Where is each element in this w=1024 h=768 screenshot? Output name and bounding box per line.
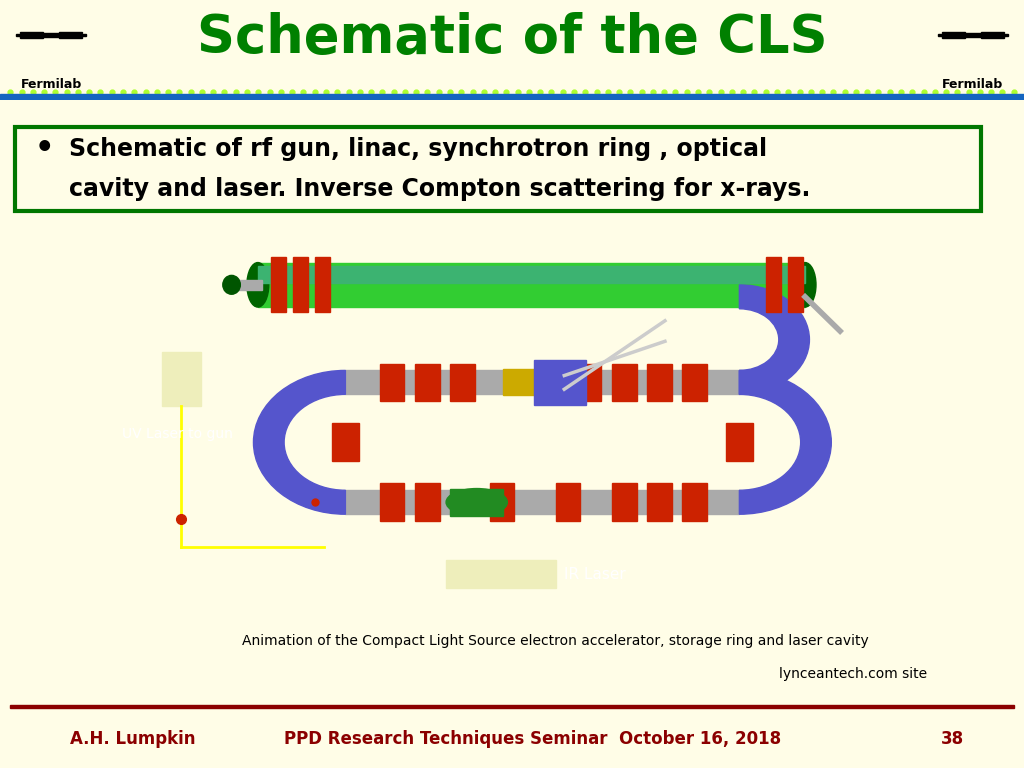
- Ellipse shape: [794, 263, 816, 307]
- Text: Schematic of rf gun, linac, synchrotron ring , optical: Schematic of rf gun, linac, synchrotron …: [69, 137, 767, 161]
- Bar: [162, 352, 201, 406]
- Text: lynceantech.com site: lynceantech.com site: [779, 667, 928, 681]
- Bar: [0, 94, 1024, 100]
- Ellipse shape: [247, 263, 268, 307]
- FancyBboxPatch shape: [15, 127, 981, 211]
- Text: IR Laser: IR Laser: [564, 567, 626, 581]
- Bar: [258, 266, 805, 283]
- Text: A.H. Lumpkin: A.H. Lumpkin: [71, 730, 196, 748]
- Bar: [556, 483, 580, 521]
- Bar: [682, 363, 707, 401]
- Bar: [446, 561, 556, 588]
- Text: Fermilab: Fermilab: [942, 78, 1004, 91]
- Bar: [20, 36, 43, 38]
- Bar: [36, 33, 67, 35]
- Bar: [271, 257, 287, 313]
- Bar: [10, 705, 1014, 708]
- Wedge shape: [739, 285, 809, 395]
- Bar: [957, 35, 988, 37]
- Bar: [981, 32, 1004, 34]
- Bar: [381, 363, 404, 401]
- Bar: [647, 363, 672, 401]
- Bar: [20, 32, 43, 34]
- Wedge shape: [254, 370, 345, 515]
- Bar: [59, 36, 82, 38]
- Bar: [416, 363, 439, 401]
- Bar: [726, 423, 753, 461]
- Bar: [647, 483, 672, 521]
- Bar: [258, 263, 805, 307]
- Bar: [451, 363, 474, 401]
- Bar: [451, 488, 503, 516]
- Bar: [345, 370, 739, 395]
- Bar: [231, 280, 262, 290]
- Text: Animation of the Compact Light Source electron accelerator, storage ring and las: Animation of the Compact Light Source el…: [242, 634, 869, 648]
- Bar: [578, 363, 601, 401]
- Ellipse shape: [446, 488, 507, 516]
- Text: Fermilab: Fermilab: [20, 78, 82, 91]
- Text: PPD Research Techniques Seminar  October 16, 2018: PPD Research Techniques Seminar October …: [284, 730, 781, 748]
- Bar: [612, 363, 637, 401]
- Wedge shape: [739, 370, 831, 515]
- Text: •: •: [35, 134, 54, 163]
- Bar: [59, 32, 82, 34]
- Bar: [332, 423, 358, 461]
- Bar: [787, 257, 803, 313]
- Bar: [942, 36, 965, 38]
- Bar: [381, 483, 404, 521]
- Bar: [36, 35, 67, 37]
- Bar: [489, 483, 514, 521]
- Bar: [981, 36, 1004, 38]
- Ellipse shape: [223, 276, 241, 294]
- Text: Schematic of the CLS: Schematic of the CLS: [197, 12, 827, 64]
- Bar: [416, 483, 439, 521]
- Bar: [942, 32, 965, 34]
- Bar: [534, 360, 586, 405]
- Text: 38: 38: [941, 730, 964, 748]
- Bar: [766, 257, 781, 313]
- Text: cavity and laser. Inverse Compton scattering for x-rays.: cavity and laser. Inverse Compton scatte…: [69, 177, 810, 201]
- Bar: [682, 483, 707, 521]
- Bar: [612, 483, 637, 521]
- Bar: [314, 257, 330, 313]
- Bar: [957, 33, 988, 35]
- Bar: [293, 257, 308, 313]
- Text: UV Laser to gun: UV Laser to gun: [122, 427, 233, 441]
- Bar: [345, 490, 739, 515]
- Bar: [503, 369, 560, 396]
